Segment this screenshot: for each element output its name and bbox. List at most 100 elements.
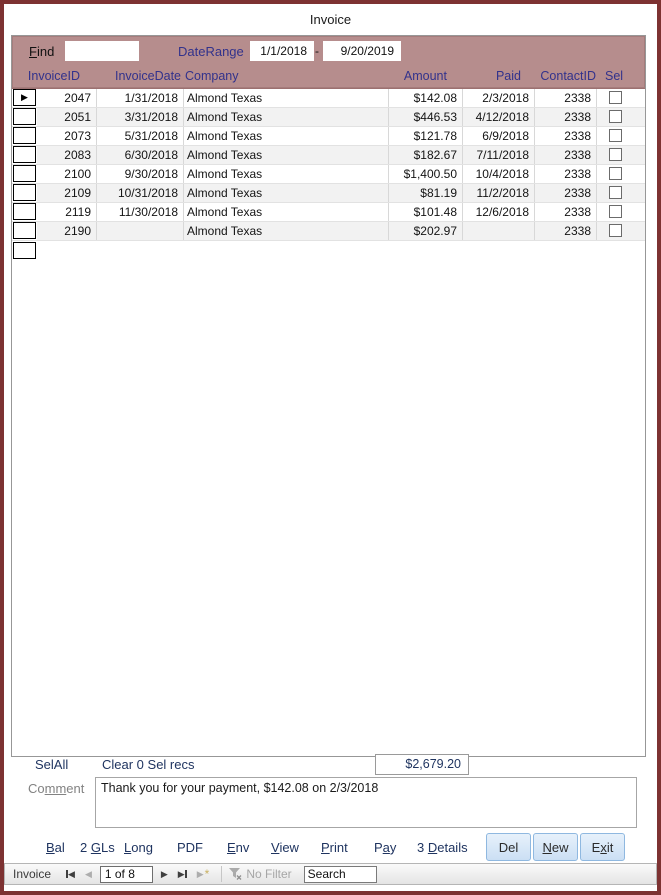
- cell-contact-id[interactable]: 2338: [535, 89, 597, 107]
- record-position-input[interactable]: 1 of 8: [99, 865, 153, 883]
- cell-amount[interactable]: $121.78: [389, 127, 463, 145]
- cell-paid[interactable]: [463, 222, 535, 240]
- cell-amount[interactable]: $446.53: [389, 108, 463, 126]
- record-selector[interactable]: [13, 165, 36, 182]
- select-all-button[interactable]: SelAll: [35, 757, 69, 772]
- cell-invoice-id[interactable]: 2109: [37, 184, 97, 202]
- clear-selection-button[interactable]: Clear 0 Sel recs: [102, 757, 195, 772]
- cell-invoice-id[interactable]: 2190: [37, 222, 97, 240]
- link-gls[interactable]: 2 GLs: [80, 840, 115, 855]
- cell-contact-id[interactable]: 2338: [535, 184, 597, 202]
- new-record-selector[interactable]: [13, 242, 36, 259]
- cell-invoice-id[interactable]: 2100: [37, 165, 97, 183]
- sel-checkbox[interactable]: [609, 129, 622, 142]
- table-row: 2190 Almond Texas $202.97 2338: [12, 222, 645, 241]
- comment-label: Comment: [28, 781, 85, 796]
- cell-amount[interactable]: $1,400.50: [389, 165, 463, 183]
- link-long[interactable]: Long: [124, 840, 153, 855]
- sel-checkbox[interactable]: [609, 224, 622, 237]
- cell-sel: [605, 165, 629, 183]
- cell-invoice-date[interactable]: 5/31/2018: [97, 127, 184, 145]
- cell-amount[interactable]: $202.97: [389, 222, 463, 240]
- cell-invoice-id[interactable]: 2083: [37, 146, 97, 164]
- record-selector[interactable]: [13, 203, 36, 220]
- record-selector-cell: [12, 165, 37, 183]
- cell-invoice-id[interactable]: 2119: [37, 203, 97, 221]
- cell-contact-id[interactable]: 2338: [535, 203, 597, 221]
- sel-checkbox[interactable]: [609, 186, 622, 199]
- last-record-icon: ▶: [177, 868, 185, 879]
- cell-invoice-date[interactable]: 10/31/2018: [97, 184, 184, 202]
- cell-invoice-id[interactable]: 2073: [37, 127, 97, 145]
- record-selector-cell: [12, 127, 37, 145]
- cell-company[interactable]: Almond Texas: [184, 108, 389, 126]
- cell-invoice-id[interactable]: 2047: [37, 89, 97, 107]
- cell-contact-id[interactable]: 2338: [535, 127, 597, 145]
- cell-contact-id[interactable]: 2338: [535, 108, 597, 126]
- new-button[interactable]: New: [533, 833, 578, 861]
- link-pay[interactable]: Pay: [374, 840, 397, 855]
- cell-paid[interactable]: 6/9/2018: [463, 127, 535, 145]
- link-print[interactable]: Print: [321, 840, 348, 855]
- cell-paid[interactable]: 4/12/2018: [463, 108, 535, 126]
- cell-company[interactable]: Almond Texas: [184, 89, 389, 107]
- link-env[interactable]: Env: [227, 840, 250, 855]
- cell-invoice-date[interactable]: 9/30/2018: [97, 165, 184, 183]
- link-view[interactable]: View: [271, 840, 299, 855]
- link-details[interactable]: 3 Details: [417, 840, 468, 855]
- cell-amount[interactable]: $81.19: [389, 184, 463, 202]
- del-button[interactable]: Del: [486, 833, 531, 861]
- total-amount-box: $2,679.20: [375, 754, 469, 775]
- sel-checkbox[interactable]: [609, 148, 622, 161]
- sel-checkbox[interactable]: [609, 205, 622, 218]
- last-record-button[interactable]: ▶: [178, 869, 187, 880]
- next-record-button[interactable]: ▶: [161, 869, 168, 880]
- cell-company[interactable]: Almond Texas: [184, 222, 389, 240]
- cell-company[interactable]: Almond Texas: [184, 184, 389, 202]
- sel-checkbox[interactable]: [609, 167, 622, 180]
- record-selector[interactable]: [13, 108, 36, 125]
- find-input[interactable]: [65, 41, 139, 61]
- previous-record-button[interactable]: ◀: [85, 869, 92, 880]
- cell-paid[interactable]: 10/4/2018: [463, 165, 535, 183]
- date-from-input[interactable]: [250, 41, 314, 61]
- cell-invoice-date[interactable]: 11/30/2018: [97, 203, 184, 221]
- comment-input[interactable]: Thank you for your payment, $142.08 on 2…: [95, 777, 637, 828]
- record-selector[interactable]: [13, 127, 36, 144]
- record-selector-cell: [12, 108, 37, 126]
- cell-contact-id[interactable]: 2338: [535, 222, 597, 240]
- cell-invoice-date[interactable]: [97, 222, 184, 240]
- cell-amount[interactable]: $182.67: [389, 146, 463, 164]
- record-selector[interactable]: [13, 146, 36, 163]
- cell-invoice-date[interactable]: 6/30/2018: [97, 146, 184, 164]
- cell-contact-id[interactable]: 2338: [535, 146, 597, 164]
- cell-paid[interactable]: 2/3/2018: [463, 89, 535, 107]
- no-filter-button[interactable]: No Filter: [229, 867, 292, 881]
- record-selector[interactable]: [13, 89, 36, 106]
- exit-button[interactable]: Exit: [580, 833, 625, 861]
- search-input[interactable]: [303, 865, 377, 883]
- cell-company[interactable]: Almond Texas: [184, 127, 389, 145]
- record-selector[interactable]: [13, 184, 36, 201]
- cell-paid[interactable]: 12/6/2018: [463, 203, 535, 221]
- sel-checkbox[interactable]: [609, 110, 622, 123]
- record-selector[interactable]: [13, 222, 36, 239]
- cell-amount[interactable]: $101.48: [389, 203, 463, 221]
- cell-amount[interactable]: $142.08: [389, 89, 463, 107]
- cell-invoice-id[interactable]: 2051: [37, 108, 97, 126]
- cell-contact-id[interactable]: 2338: [535, 165, 597, 183]
- link-bal[interactable]: Bal: [46, 840, 65, 855]
- cell-paid[interactable]: 11/2/2018: [463, 184, 535, 202]
- new-record-button[interactable]: ▶ *: [197, 868, 210, 880]
- first-record-button[interactable]: ◀: [66, 869, 75, 880]
- cell-company[interactable]: Almond Texas: [184, 146, 389, 164]
- cell-invoice-date[interactable]: 3/31/2018: [97, 108, 184, 126]
- cell-company[interactable]: Almond Texas: [184, 203, 389, 221]
- column-header-invoice-date: InvoiceDate: [114, 69, 181, 83]
- cell-company[interactable]: Almond Texas: [184, 165, 389, 183]
- sel-checkbox[interactable]: [609, 91, 622, 104]
- cell-paid[interactable]: 7/11/2018: [463, 146, 535, 164]
- date-to-input[interactable]: [323, 41, 401, 61]
- cell-invoice-date[interactable]: 1/31/2018: [97, 89, 184, 107]
- link-pdf[interactable]: PDF: [177, 840, 203, 855]
